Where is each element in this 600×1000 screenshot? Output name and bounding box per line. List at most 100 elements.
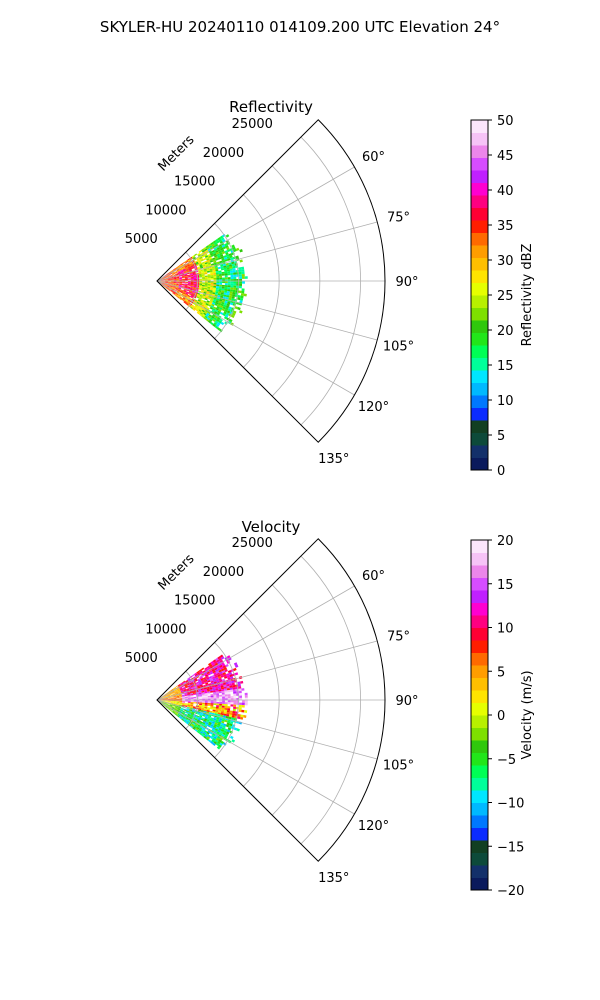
echo-cell — [181, 283, 185, 286]
echo-cell — [209, 268, 213, 271]
echo-cell — [201, 284, 205, 287]
echo-cell — [224, 273, 228, 276]
echo-cell — [181, 274, 185, 277]
echo-cell — [187, 703, 191, 705]
colorbar-segment — [471, 577, 488, 591]
radial-tick-label: 15000 — [174, 175, 215, 190]
echo-cell — [200, 299, 204, 302]
colorbar-tick-label: 5 — [497, 665, 505, 680]
echo-cell — [194, 260, 198, 263]
echo-cell — [243, 293, 247, 297]
echo-cell — [188, 688, 192, 690]
echo-cell — [164, 703, 168, 705]
echo-cell — [214, 684, 218, 688]
echo-cell — [184, 714, 188, 717]
echo-cell — [198, 681, 202, 685]
echo-cell — [178, 287, 182, 289]
echo-cell — [173, 700, 177, 702]
echo-cell — [190, 725, 194, 729]
echo-cell — [176, 702, 180, 704]
echo-cell — [204, 672, 208, 676]
echo-cell — [166, 286, 169, 289]
echo-cell — [209, 252, 214, 256]
echo-cell — [176, 696, 180, 698]
echo-cell — [177, 272, 181, 274]
echo-cell — [187, 694, 191, 696]
echo-cell — [230, 281, 234, 284]
echo-cell — [224, 269, 228, 272]
echo-cell — [217, 248, 221, 252]
echo-cell — [182, 701, 186, 703]
echo-cell — [227, 706, 231, 709]
echo-cell — [217, 740, 221, 745]
echo-cell — [218, 708, 222, 712]
echo-cell — [182, 278, 186, 280]
echo-cell — [179, 281, 183, 283]
echo-cell — [172, 274, 176, 277]
echo-cell — [161, 283, 165, 285]
echo-cell — [223, 711, 227, 715]
echo-cell — [224, 696, 228, 699]
echo-cell — [174, 713, 178, 716]
echo-cell — [216, 736, 221, 740]
echo-cell — [176, 277, 180, 279]
echo-cell — [178, 273, 182, 275]
echo-cell — [198, 693, 202, 696]
echo-cell — [177, 683, 181, 687]
echo-cell — [185, 688, 189, 690]
echo-cell — [227, 702, 231, 705]
echo-cell — [196, 720, 200, 724]
echo-cell — [212, 711, 216, 714]
echo-cell — [194, 718, 198, 721]
echo-cell — [175, 274, 179, 276]
echo-cell — [221, 670, 226, 674]
echo-cell — [225, 715, 229, 719]
echo-cell — [202, 720, 207, 724]
echo-cell — [210, 284, 214, 286]
echo-cell — [241, 688, 245, 691]
echo-cell — [181, 276, 185, 278]
echo-cell — [211, 712, 215, 715]
echo-cell — [167, 289, 171, 292]
echo-cell — [179, 268, 183, 271]
echo-cell — [212, 708, 216, 711]
echo-cell — [213, 299, 217, 302]
echo-cell — [169, 706, 173, 708]
echo-cell — [215, 719, 220, 722]
echo-cell — [215, 287, 219, 290]
echo-cell — [216, 317, 221, 321]
echo-cell — [176, 702, 180, 704]
echo-cell — [196, 296, 200, 299]
colorbar-segment — [471, 677, 488, 691]
echo-cell — [226, 660, 231, 664]
echo-cell — [241, 273, 245, 277]
echo-cell — [167, 285, 170, 287]
echo-cell — [170, 275, 173, 277]
echo-cell — [204, 286, 208, 289]
echo-cell — [232, 265, 236, 269]
echo-cell — [180, 271, 184, 273]
echo-cell — [161, 702, 164, 705]
azimuth-tick-label: 90° — [395, 694, 418, 709]
echo-cell — [239, 276, 243, 279]
echo-cell — [202, 714, 206, 717]
echo-cell — [210, 697, 214, 699]
echo-cell — [204, 734, 208, 738]
azimuth-tick-label: 75° — [387, 629, 410, 644]
echo-cell — [213, 277, 217, 280]
echo-cell — [185, 679, 189, 683]
echo-cell — [169, 692, 172, 694]
echo-cell — [171, 707, 175, 709]
azimuth-gridline — [156, 280, 378, 341]
echo-cell — [215, 677, 219, 680]
echo-cell — [240, 295, 244, 299]
echo-cell — [201, 275, 205, 278]
echo-cell — [168, 690, 171, 693]
echo-cell — [227, 270, 231, 274]
echo-cell — [190, 284, 194, 287]
echo-cell — [212, 688, 216, 691]
echo-cell — [174, 690, 178, 693]
echo-cell — [202, 702, 205, 705]
echo-cell — [198, 250, 202, 253]
echo-cell — [187, 259, 191, 262]
